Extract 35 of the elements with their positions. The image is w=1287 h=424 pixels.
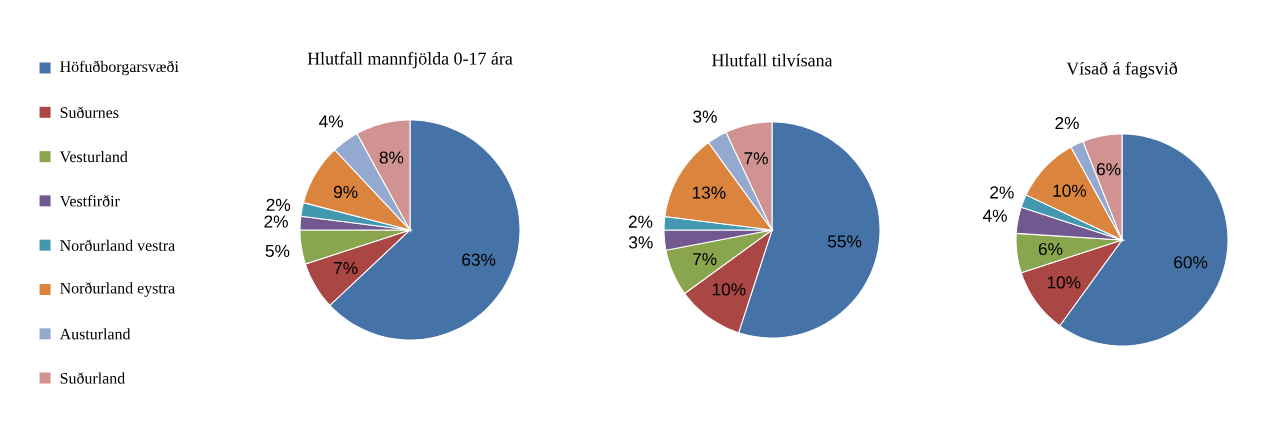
data-label: 6% [1096,163,1121,176]
legend-label: Höfuðborgarsvæði [60,60,179,76]
data-label: 5% [265,244,290,258]
data-label: 4% [319,115,343,128]
legend-label: Austurland [59,328,131,340]
data-label: 7% [744,152,768,165]
data-label: 2% [628,215,653,228]
data-label: 2% [1055,116,1079,130]
data-label: 13% [692,186,726,199]
legend-label: Suðurland [60,372,125,384]
chart-title: Hlutfall mannfjölda 0-17 ára [307,51,513,69]
data-label: 4% [982,209,1007,222]
data-label: 10% [1047,276,1081,289]
data-label: 55% [827,235,862,248]
data-label: 3% [693,110,717,123]
legend-label: Norðurland vestra [60,239,175,251]
data-label: 7% [693,253,717,266]
data-label: 6% [1038,242,1063,256]
legend-label: Norðurland eystra [60,282,175,297]
chart-title: Vísað á fagsvið [1066,61,1178,79]
data-label: 8% [379,151,404,164]
data-label: 10% [712,283,746,296]
data-label: 3% [629,236,653,249]
data-label: 2% [264,215,288,228]
legend-label: Suðurnes [60,106,119,118]
data-label: 7% [334,262,358,275]
data-label: 2% [990,186,1014,199]
legend-label: Vestfirðir [59,195,120,207]
data-label: 63% [462,253,496,266]
chart-title: Hlutfall tilvísana [712,53,833,67]
data-label: 9% [333,185,358,199]
data-label: 10% [1053,184,1087,197]
data-label: 2% [266,198,291,211]
legend-label: Vesturland [59,150,128,163]
data-label: 60% [1174,256,1208,269]
